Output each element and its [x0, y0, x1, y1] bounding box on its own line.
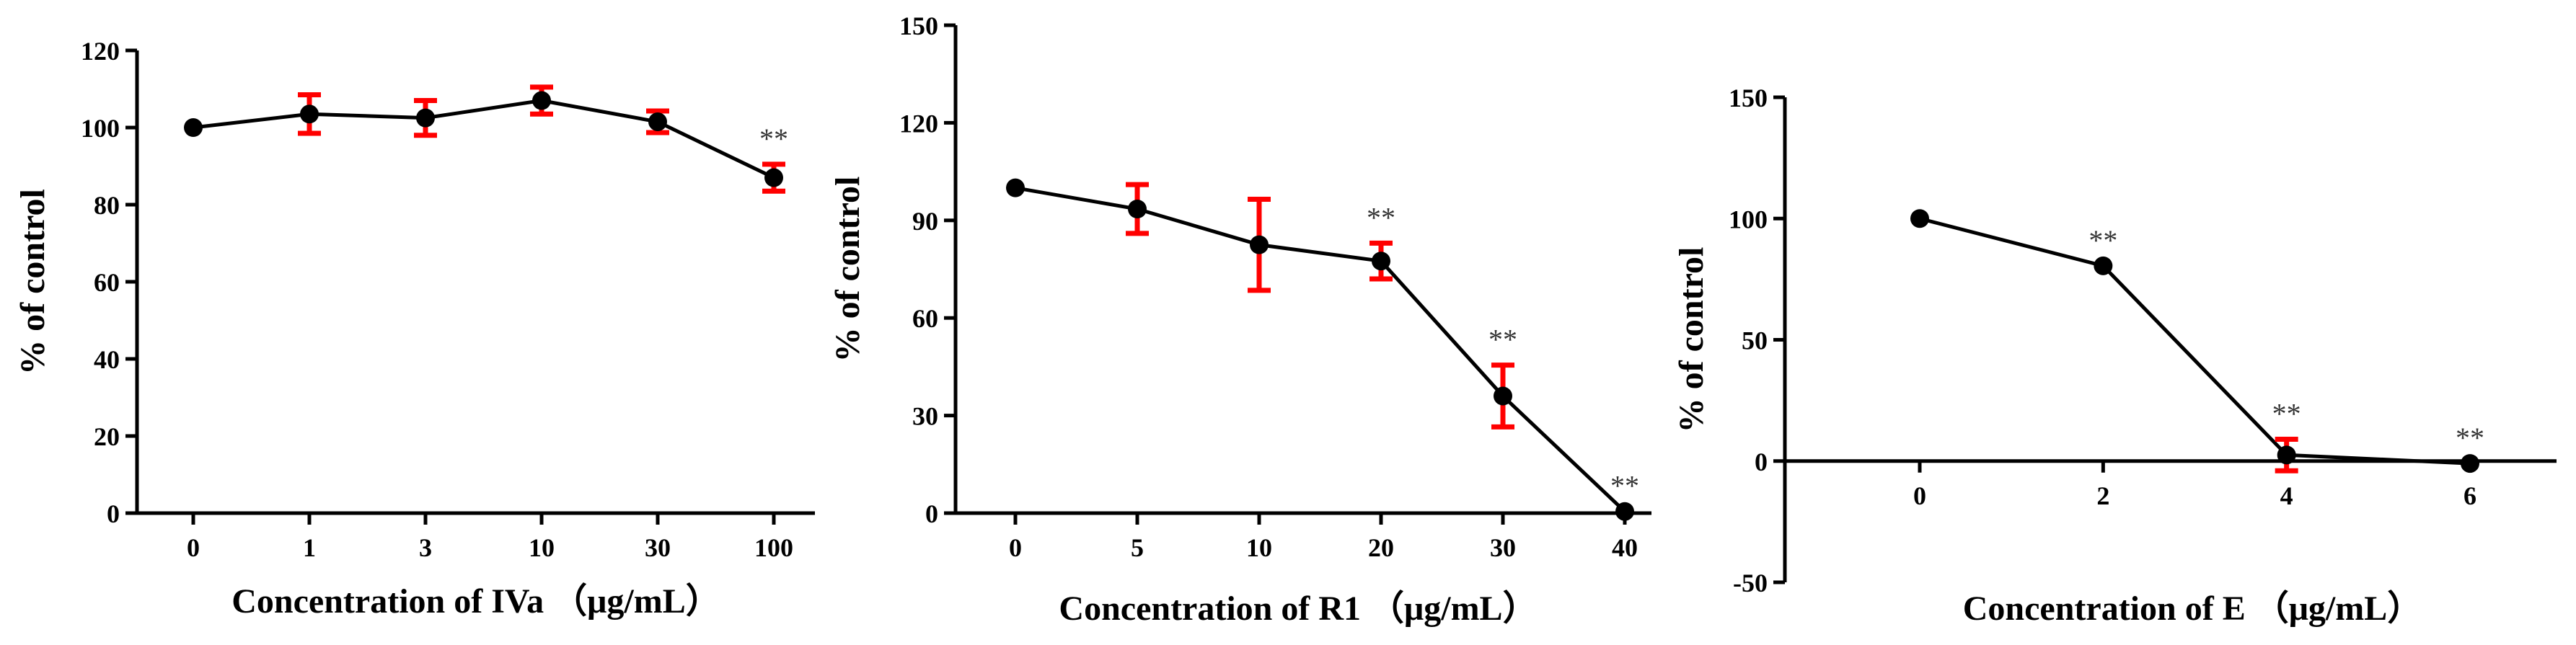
- y-tick-label: 40: [94, 345, 120, 374]
- data-point: [184, 118, 203, 137]
- y-tick-label: -50: [1733, 569, 1768, 597]
- y-tick-label: 150: [1729, 84, 1768, 112]
- series-line: [1919, 216, 2471, 466]
- y-tick-label: 50: [1742, 326, 1768, 355]
- data-point: [1372, 252, 1390, 271]
- x-tick-label: 1: [303, 533, 316, 562]
- x-tick-label: 30: [645, 533, 671, 562]
- data-point: [648, 112, 667, 131]
- y-axis-title: % of control: [14, 189, 52, 375]
- y-tick-label: 80: [94, 191, 120, 220]
- x-tick-label: 6: [2463, 481, 2476, 510]
- significance-label: **: [2088, 224, 2117, 257]
- chart-panel-1: 0 20 40 60 80 100 120 0 1 3 10 30 100 % of control Con…: [14, 37, 815, 620]
- x-tick-label: 2: [2096, 481, 2109, 510]
- data-point: [1128, 200, 1147, 219]
- data-point: [1250, 235, 1269, 254]
- data-point: [416, 108, 435, 128]
- data-point: [2277, 445, 2296, 465]
- y-tick-label: 120: [899, 109, 938, 138]
- data-point: [764, 168, 783, 187]
- x-tick-label: 40: [1612, 533, 1638, 562]
- x-tick-label: 30: [1490, 533, 1516, 562]
- y-tick-label: 0: [1755, 448, 1768, 476]
- x-tick-label: 10: [529, 533, 555, 562]
- x-tick-label: 3: [419, 533, 432, 562]
- y-axis-title: % of control: [829, 177, 867, 362]
- data-point: [2094, 256, 2113, 275]
- y-tick-label: 0: [925, 499, 938, 528]
- y-tick-label: 20: [94, 422, 120, 451]
- x-tick-label: 4: [2280, 481, 2293, 510]
- x-tick-label: 20: [1368, 533, 1394, 562]
- data-point: [532, 91, 551, 110]
- x-tick-label: 0: [1913, 481, 1926, 510]
- y-tick-label: 0: [107, 499, 120, 528]
- y-tick-label: 90: [912, 207, 938, 236]
- y-axis-title: % of control: [1672, 247, 1711, 433]
- x-tick-label: 100: [754, 533, 793, 562]
- y-tick-label: 60: [94, 268, 120, 297]
- data-point: [1615, 502, 1634, 521]
- y-tick-label: 150: [899, 12, 938, 40]
- significance-label: **: [1367, 201, 1395, 233]
- y-tick-label: 100: [1729, 205, 1768, 233]
- y-tick-label: 60: [912, 304, 938, 333]
- x-axis-title: Concentration of R1 （μg/mL）: [1059, 590, 1537, 628]
- x-axis-title: Concentration of IVa （μg/mL）: [231, 582, 720, 620]
- data-point: [1910, 209, 1929, 228]
- x-axis-title: Concentration of E （μg/mL）: [1963, 590, 2422, 628]
- series-line: [193, 99, 775, 179]
- data-point: [300, 104, 319, 124]
- significance-label: **: [1488, 324, 1517, 356]
- significance-label: **: [759, 123, 788, 155]
- x-tick-label: 0: [187, 533, 200, 562]
- data-point: [1494, 386, 1512, 406]
- chart-panel-2: 0 30 60 90 120 150 0 5 10 20 30 40 % of control Conce…: [829, 12, 1651, 628]
- chart-panel-3: -50 0 50 100 150 0 2 4 6 % of control Concentratio…: [1672, 84, 2557, 628]
- significance-label: **: [2272, 397, 2301, 430]
- data-point: [2461, 454, 2479, 473]
- x-tick-label: 0: [1009, 533, 1022, 562]
- x-tick-label: 5: [1131, 533, 1144, 562]
- y-tick-label: 30: [912, 402, 938, 431]
- data-point: [1006, 178, 1025, 197]
- significance-label: **: [1610, 470, 1639, 502]
- y-tick-label: 100: [81, 114, 120, 143]
- series-line: [1015, 186, 1626, 513]
- significance-label: **: [2456, 422, 2484, 454]
- x-tick-label: 10: [1246, 533, 1272, 562]
- y-tick-label: 120: [81, 37, 120, 66]
